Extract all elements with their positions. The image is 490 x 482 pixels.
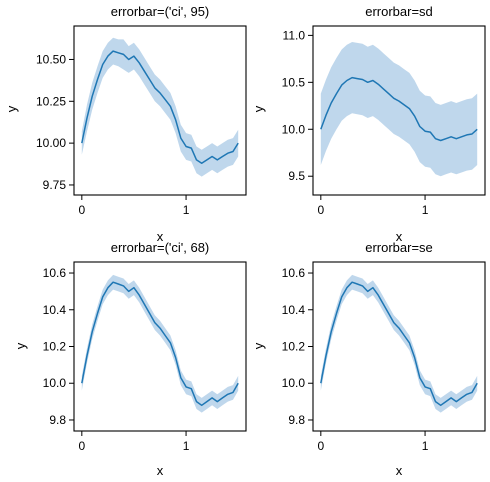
y-tick-label: 10.0 [282,122,306,136]
error-band [320,42,478,177]
error-band [320,274,478,413]
x-axis-label: x [396,463,403,478]
y-tick-label: 10.6 [282,266,306,280]
y-tick-label: 9.8 [49,413,66,427]
y-tick-label: 10.25 [36,94,66,108]
y-tick-label: 10.2 [43,340,67,354]
series-line [320,76,478,142]
y-tick-label: 10.4 [282,303,306,317]
panel-se: errorbar=se x y 0 1 9.8 10.0 10.2 10.4 10.6 [251,240,486,478]
axes-frame [73,25,247,196]
x-tick-label: 0 [317,439,324,453]
y-axis-label: y [251,342,266,349]
y-tick-label: 10.6 [43,266,67,280]
x-tick-label: 1 [422,439,429,453]
y-tick-label: 10.2 [282,340,306,354]
x-axis-label: x [157,463,164,478]
y-axis-label: y [13,342,28,349]
panel-title: errorbar=sd [365,4,433,19]
y-axis-label: y [251,105,266,112]
y-tick-label: 10.50 [36,52,66,66]
panel-sd: errorbar=sd x y 0 1 9.5 10.0 10.5 11.0 [251,4,486,244]
x-tick-label: 1 [422,203,429,217]
error-band [81,37,239,177]
y-tick-label: 10.0 [282,376,306,390]
y-tick-label: 9.5 [288,169,305,183]
y-axis-label: y [4,105,19,112]
x-axis-label: x [157,229,164,244]
series-line [320,281,478,407]
error-band [81,274,239,413]
x-tick-label: 0 [78,439,85,453]
y-tick-label: 10.5 [282,75,306,89]
panel-title: errorbar=('ci', 68) [111,240,210,255]
y-tick-label: 9.8 [288,413,305,427]
x-tick-label: 0 [317,203,324,217]
y-tick-label: 10.4 [43,303,67,317]
y-tick-label: 10.00 [36,136,66,150]
x-tick-label: 1 [183,203,190,217]
panel-ci95: errorbar=('ci', 95) x y 0 1 9.75 10.00 10.25… [4,4,247,244]
y-tick-label: 10.0 [43,376,67,390]
axes-frame [312,25,486,196]
x-tick-label: 0 [78,203,85,217]
panel-title: errorbar=('ci', 95) [111,4,210,19]
x-axis-label: x [396,229,403,244]
y-tick-label: 11.0 [283,28,306,42]
x-tick-label: 1 [183,439,190,453]
y-tick-label: 9.75 [43,178,67,192]
series-line [81,50,239,164]
series-line [81,281,239,407]
panel-ci68: errorbar=('ci', 68) x y 0 1 9.8 10.0 10.2 10.… [13,240,247,478]
panel-title: errorbar=se [365,240,433,255]
